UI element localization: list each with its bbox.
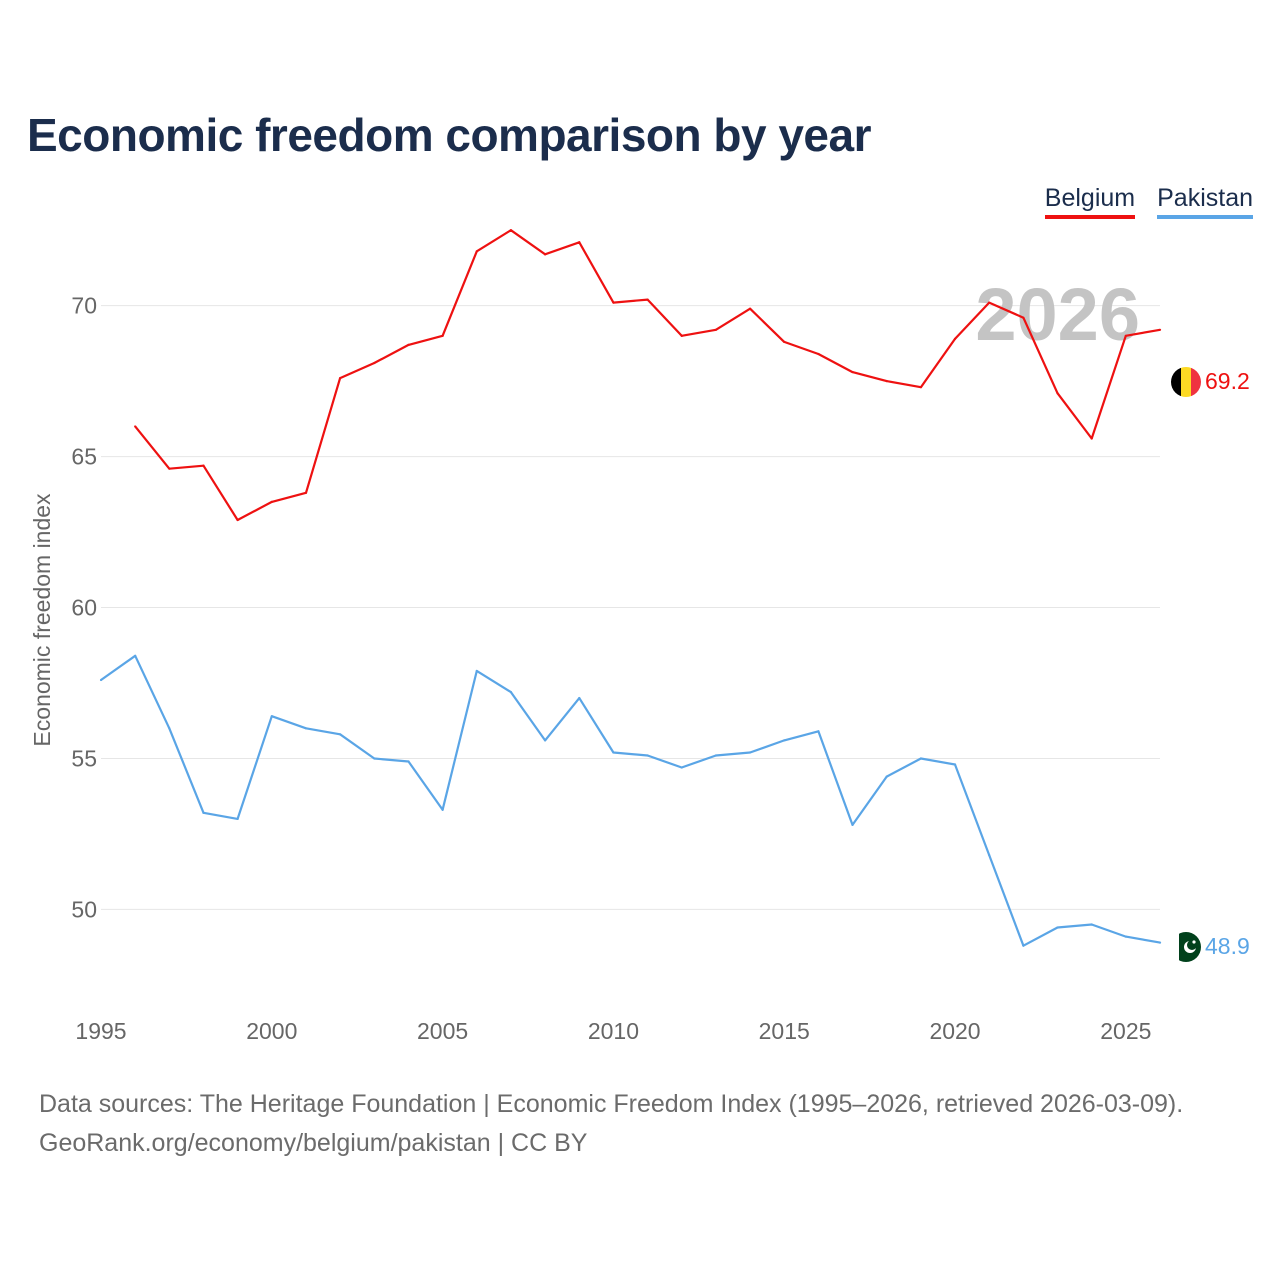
data-point-pakistan [680,766,683,769]
belgium-flag-icon [1171,367,1201,397]
data-point-belgium [339,377,342,380]
source-note: Data sources: The Heritage Foundation | … [39,1090,1184,1118]
y-tick-label: 50 [71,896,97,922]
data-point-belgium [680,334,683,337]
data-point-belgium [543,253,547,256]
data-point-belgium [1022,316,1025,319]
line-chart: 2026 Economic freedom index 50 55 60 65 70 19… [29,229,1250,1044]
x-tick-label: 2000 [246,1018,297,1044]
data-point-belgium [1124,334,1127,337]
data-point-pakistan [304,727,308,730]
data-point-belgium [441,334,444,337]
data-point-pakistan [202,811,205,814]
data-point-belgium [646,298,649,301]
x-tick-label: 2025 [1100,1018,1151,1044]
data-point-pakistan [373,757,376,760]
data-point-pakistan [339,733,342,736]
data-point-pakistan [646,754,649,757]
data-point-pakistan [270,715,273,718]
data-point-belgium [851,370,854,374]
data-point-pakistan [509,690,513,694]
data-point-pakistan [543,739,547,742]
data-point-pakistan [1158,941,1162,944]
source-link[interactable]: GeoRank.org/economy/belgium/pakistan [39,1129,491,1157]
data-point-belgium [134,425,137,428]
y-tick-label: 55 [71,745,97,771]
x-tick-label: 2020 [929,1018,980,1044]
data-point-pakistan [1056,926,1059,929]
data-point-belgium [953,337,957,340]
legend-item-pakistan[interactable]: Pakistan [1157,184,1253,219]
y-tick-label: 65 [71,444,97,470]
data-point-belgium [373,361,376,365]
data-point-belgium [509,229,513,232]
data-point-pakistan [1090,923,1093,926]
x-tick-label: 2005 [417,1018,468,1044]
data-point-belgium [885,380,888,383]
x-tick-label: 2010 [588,1018,639,1044]
data-point-belgium [714,328,718,331]
data-point-pakistan [748,751,752,754]
license-text: | CC BY [490,1129,588,1157]
data-point-belgium [578,241,581,244]
series-line-pakistan [100,654,1161,947]
data-point-pakistan [817,730,820,733]
data-point-belgium [236,518,239,522]
data-point-belgium [475,250,478,253]
pakistan-flag-icon [1171,932,1201,962]
year-watermark: 2026 [975,273,1140,356]
data-point-pakistan [475,669,478,673]
data-point-pakistan [919,757,922,760]
data-point-belgium [270,500,273,503]
data-point-pakistan [885,775,888,778]
data-point-belgium [202,464,205,467]
data-point-belgium [783,340,786,343]
data-point-pakistan [134,654,137,657]
data-point-pakistan [407,760,410,763]
data-point-pakistan [851,823,854,827]
data-point-belgium [817,352,820,356]
data-point-belgium [168,467,171,470]
data-point-belgium [1090,437,1093,440]
chart-title: Economic freedom comparison by year [27,109,872,161]
end-label-pakistan: 48.9 [1205,933,1250,959]
data-point-pakistan [99,678,103,682]
data-point-pakistan [1124,935,1127,938]
x-tick-label: 1995 [75,1018,126,1044]
data-point-pakistan [236,817,239,820]
data-point-belgium [612,301,615,304]
data-point-belgium [988,301,991,304]
data-point-pakistan [1022,944,1025,947]
data-point-pakistan [953,763,957,766]
legend-item-belgium[interactable]: Belgium [1044,184,1136,219]
data-point-pakistan [578,697,581,700]
legend: Belgium Pakistan [1044,184,1253,219]
data-point-pakistan [988,853,991,857]
data-point-pakistan [612,751,615,754]
data-point-belgium [304,491,308,494]
y-tick-label: 60 [71,595,97,621]
data-point-belgium [919,386,922,389]
x-tick-label: 2015 [759,1018,810,1044]
data-point-pakistan [441,808,444,811]
data-point-belgium [1158,328,1162,331]
data-point-pakistan [714,754,718,757]
data-point-pakistan [168,727,171,730]
y-axis-label: Economic freedom index [29,493,55,747]
data-point-belgium [748,307,752,310]
end-label-belgium: 69.2 [1205,368,1250,394]
data-point-pakistan [783,739,786,742]
data-point-belgium [407,343,410,347]
footer: Data sources: The Heritage Foundation | … [39,1085,1183,1163]
y-tick-label: 70 [71,293,97,319]
data-point-belgium [1056,392,1059,395]
